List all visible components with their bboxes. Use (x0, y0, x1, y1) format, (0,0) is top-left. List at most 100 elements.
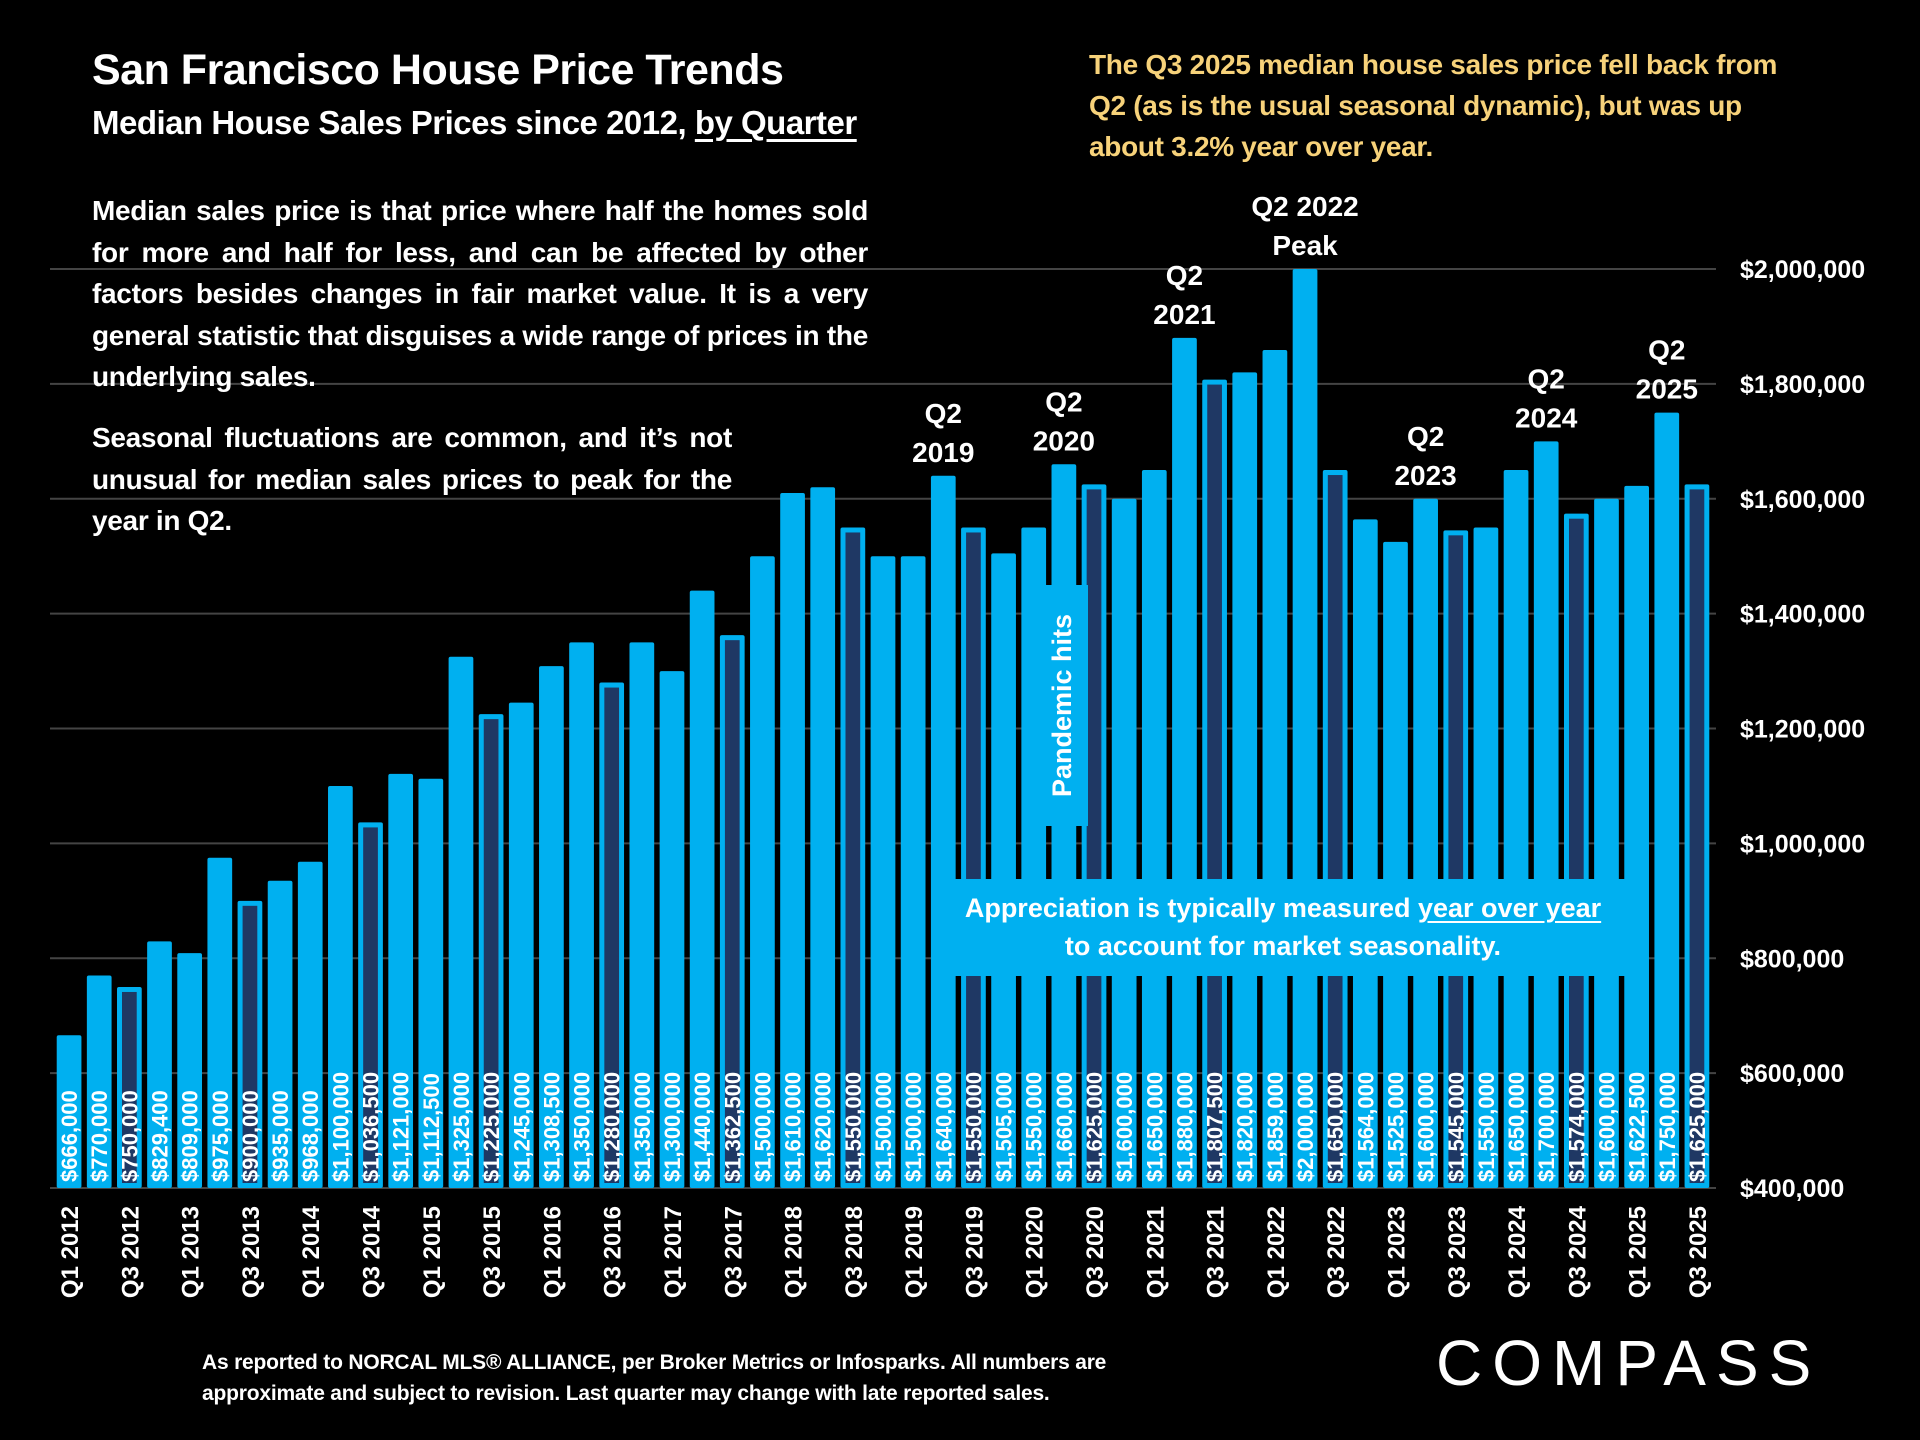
appreciation-text: Appreciation is typically measured (964, 893, 1418, 923)
bar-value-label: $1,859,000 (1263, 1072, 1288, 1182)
x-tick-label: Q3 2012 (117, 1206, 144, 1298)
bar-value-label: $1,225,000 (479, 1072, 504, 1182)
subtitle-underlined: by Quarter (694, 104, 857, 141)
x-tick-label: Q3 2018 (841, 1206, 868, 1298)
bar-value-label: $1,700,000 (1534, 1072, 1559, 1182)
x-tick-label: Q1 2022 (1263, 1206, 1290, 1298)
x-tick-label: Q1 2013 (178, 1206, 205, 1298)
bar-value-label: $1,350,000 (630, 1072, 655, 1182)
x-tick-label: Q1 2021 (1142, 1206, 1169, 1298)
y-tick-label: $2,000,000 (1740, 256, 1865, 284)
bar (1383, 541, 1408, 1188)
pandemic-callout-text: Pandemic hits (1047, 613, 1078, 798)
bar-value-label: $1,625,000 (1685, 1072, 1710, 1182)
y-tick-label: $800,000 (1740, 945, 1844, 973)
bar-value-label: $1,880,000 (1172, 1072, 1197, 1182)
bar-value-label: $1,750,000 (1655, 1072, 1680, 1182)
peak-annotation: Q2 (1528, 363, 1565, 394)
peak-annotation: Q2 (1407, 421, 1444, 452)
bar-value-label: $1,600,000 (1594, 1072, 1619, 1182)
bar-value-label: $1,550,000 (961, 1072, 986, 1182)
bar-value-label: $1,622,500 (1625, 1072, 1650, 1182)
bar (900, 556, 926, 1188)
x-tick-label: Q1 2025 (1625, 1206, 1652, 1298)
peak-annotation: 2025 (1636, 374, 1698, 405)
x-tick-label: Q1 2018 (781, 1206, 808, 1298)
bar-value-label: $1,650,000 (1504, 1072, 1529, 1182)
bar-value-label: $1,245,000 (509, 1072, 534, 1182)
bar-value-label: $1,100,000 (328, 1072, 353, 1182)
peak-annotation: 2020 (1033, 425, 1095, 456)
bar (1594, 498, 1619, 1188)
source-footnote: As reported to NORCAL MLS® ALLIANCE, per… (202, 1347, 1106, 1409)
bar (810, 487, 836, 1188)
bar-value-label: $1,036,500 (359, 1072, 384, 1182)
bar-value-label: $1,550,000 (1022, 1072, 1047, 1182)
bar (1413, 498, 1438, 1188)
bar (539, 666, 564, 1188)
seasonal-paragraph: Seasonal fluctuations are common, and it… (92, 422, 732, 536)
peak-annotation: Q2 (925, 398, 962, 429)
bar-value-label: $1,350,000 (570, 1072, 595, 1182)
y-tick-label: $600,000 (1740, 1060, 1844, 1088)
x-tick-label: Q3 2013 (238, 1206, 265, 1298)
pandemic-callout: Pandemic hits (1038, 585, 1088, 826)
x-tick-label: Q3 2020 (1082, 1206, 1109, 1298)
bar (1352, 519, 1378, 1188)
bar (1172, 337, 1197, 1188)
bar-value-label: $1,550,000 (841, 1072, 866, 1182)
bar-value-label: $1,308,500 (539, 1072, 564, 1182)
bar-value-label: $1,650,000 (1142, 1072, 1167, 1182)
bar-q3-fill (1086, 489, 1102, 1183)
bar-value-label: $1,550,000 (1474, 1072, 1499, 1182)
explanation-paragraph: Median sales price is that price where h… (92, 195, 868, 392)
bar-value-label: $1,500,000 (750, 1072, 775, 1182)
bar (1292, 269, 1318, 1188)
x-tick-label: Q1 2024 (1504, 1205, 1531, 1298)
bar-q3-fill (483, 719, 499, 1183)
page-subtitle: Median House Sales Prices since 2012, by… (92, 104, 857, 142)
bar (328, 785, 353, 1188)
bar-value-label: $1,325,000 (449, 1072, 474, 1182)
x-tick-label: Q1 2023 (1383, 1206, 1410, 1298)
bar (508, 702, 534, 1188)
bar-value-label: $1,112,500 (419, 1073, 444, 1182)
y-tick-label: $1,000,000 (1740, 830, 1865, 858)
bar-value-label: $1,525,000 (1383, 1072, 1408, 1182)
bar-value-label: $1,300,000 (660, 1072, 685, 1182)
x-tick-label: Q3 2015 (479, 1206, 506, 1298)
x-tick-label: Q1 2017 (660, 1206, 687, 1298)
bar-q3-fill (966, 532, 981, 1183)
bar-value-label: $935,000 (268, 1090, 293, 1182)
highlight-note: The Q3 2025 median house sales price fel… (1089, 49, 1778, 162)
subtitle-text: Median House Sales Prices since 2012, (92, 104, 695, 141)
peak-annotation: Q2 (1166, 260, 1203, 291)
bar (689, 590, 715, 1188)
bar (930, 475, 956, 1188)
x-tick-label: Q3 2017 (720, 1206, 747, 1298)
bar (569, 642, 594, 1188)
bar-value-label: $1,545,000 (1444, 1072, 1469, 1182)
bar-value-label: $900,000 (238, 1090, 263, 1182)
x-tick-label: Q1 2019 (901, 1206, 928, 1298)
appreciation-callout: Appreciation is typically measured year … (937, 879, 1629, 976)
appreciation-underlined: year over year (1418, 893, 1602, 923)
bar-value-label: $1,280,000 (600, 1072, 625, 1182)
bar-value-label: $809,000 (178, 1090, 203, 1182)
bar (750, 556, 775, 1188)
peak-annotation: 2021 (1153, 299, 1215, 330)
appreciation-text-2: to account for market seasonality. (1064, 931, 1502, 961)
y-tick-label: $1,400,000 (1740, 601, 1865, 629)
y-tick-label: $1,800,000 (1740, 371, 1865, 399)
bar (86, 975, 112, 1188)
x-tick-label: Q3 2022 (1323, 1206, 1350, 1298)
bar (870, 556, 896, 1188)
bar (418, 778, 444, 1188)
x-tick-label: Q3 2025 (1685, 1206, 1712, 1298)
x-tick-label: Q3 2014 (359, 1205, 386, 1298)
bar (1111, 498, 1137, 1188)
bar-q3-fill (724, 640, 740, 1183)
x-tick-label: Q3 2024 (1564, 1205, 1591, 1298)
peak-annotation: Q2 (1045, 386, 1082, 417)
x-tick-label: Q3 2023 (1444, 1206, 1471, 1298)
